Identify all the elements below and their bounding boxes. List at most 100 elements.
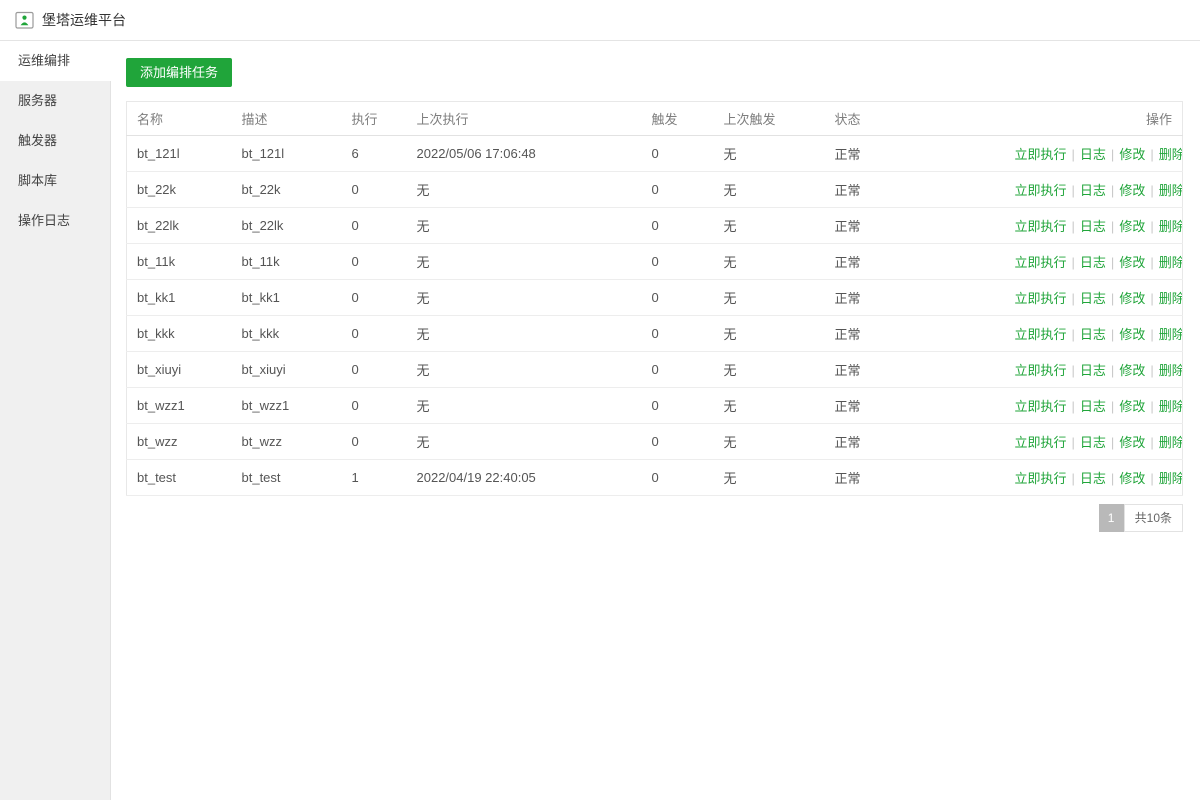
- task-actions-cell: 立即执行 | 日志 | 修改 | 删除: [1004, 243, 1183, 280]
- add-orchestration-task-button[interactable]: 添加编排任务: [126, 58, 233, 87]
- task-table: 名称 描述 执行 上次执行 触发 上次触发 状态 操作 bt_121l bt_1…: [126, 101, 1183, 496]
- task-trigger-count-cell: 0: [641, 315, 714, 352]
- main-content: 添加编排任务 名称 描述 执行 上次执行 触发 上次触发 状态 操作: [111, 41, 1200, 800]
- action-separator: |: [1150, 435, 1154, 450]
- action-log-link[interactable]: 日志: [1079, 255, 1106, 270]
- task-name-cell: bt_test: [126, 459, 232, 496]
- sidebar-item-script-library[interactable]: 脚本库: [0, 161, 110, 201]
- action-log-link[interactable]: 日志: [1079, 327, 1106, 342]
- action-log-link[interactable]: 日志: [1079, 219, 1106, 234]
- task-last-trigger-cell: 无: [713, 171, 825, 208]
- sidebar-item-triggers[interactable]: 触发器: [0, 121, 110, 161]
- action-separator: |: [1071, 219, 1075, 234]
- table-row: bt_121l bt_121l 6 2022/05/06 17:06:48 0 …: [126, 135, 1183, 172]
- sidebar-item-servers[interactable]: 服务器: [0, 81, 110, 121]
- app-title: 堡塔运维平台: [42, 12, 126, 28]
- task-last-trigger-cell: 无: [713, 459, 825, 496]
- task-trigger-count-cell: 0: [641, 243, 714, 280]
- task-status-cell: 正常: [824, 243, 1005, 280]
- action-separator: |: [1150, 291, 1154, 306]
- action-log-link[interactable]: 日志: [1079, 183, 1106, 198]
- task-name-cell: bt_xiuyi: [126, 351, 232, 388]
- action-log-link[interactable]: 日志: [1079, 291, 1106, 306]
- top-bar: 堡塔运维平台: [0, 0, 1200, 41]
- sidebar-item-operation-logs[interactable]: 操作日志: [0, 201, 110, 241]
- sidebar-item-label: 脚本库: [18, 173, 58, 188]
- task-last-exec-cell: 2022/04/19 22:40:05: [406, 459, 642, 496]
- action-delete-link[interactable]: 删除: [1158, 363, 1183, 378]
- action-run-now-link[interactable]: 立即执行: [1014, 471, 1067, 486]
- action-delete-link[interactable]: 删除: [1158, 435, 1183, 450]
- action-separator: |: [1110, 219, 1115, 234]
- action-log-link[interactable]: 日志: [1079, 435, 1106, 450]
- action-log-link[interactable]: 日志: [1079, 363, 1106, 378]
- action-delete-link[interactable]: 删除: [1158, 291, 1183, 306]
- task-description-cell: bt_kkk: [231, 315, 342, 352]
- action-run-now-link[interactable]: 立即执行: [1014, 147, 1067, 162]
- action-edit-link[interactable]: 修改: [1119, 183, 1146, 198]
- task-exec-count-cell: 0: [341, 171, 407, 208]
- task-description-cell: bt_121l: [231, 135, 342, 172]
- action-delete-link[interactable]: 删除: [1158, 255, 1183, 270]
- action-delete-link[interactable]: 删除: [1158, 183, 1183, 198]
- action-edit-link[interactable]: 修改: [1119, 399, 1146, 414]
- action-separator: |: [1110, 471, 1115, 486]
- task-exec-count-cell: 0: [341, 315, 407, 352]
- action-edit-link[interactable]: 修改: [1119, 147, 1146, 162]
- table-row: bt_wzz1 bt_wzz1 0 无 0 无 正常 立即执行 | 日志 | 修改 | 删除: [126, 387, 1183, 424]
- action-edit-link[interactable]: 修改: [1119, 435, 1146, 450]
- action-log-link[interactable]: 日志: [1079, 147, 1106, 162]
- action-edit-link[interactable]: 修改: [1119, 291, 1146, 306]
- table-row: bt_xiuyi bt_xiuyi 0 无 0 无 正常 立即执行 | 日志 | 修改 |…: [126, 351, 1183, 388]
- action-delete-link[interactable]: 删除: [1158, 471, 1183, 486]
- action-separator: |: [1071, 147, 1075, 162]
- task-status-cell: 正常: [824, 207, 1005, 244]
- column-header-exec-count: 执行: [341, 101, 407, 136]
- column-header-status: 状态: [824, 101, 1005, 136]
- action-run-now-link[interactable]: 立即执行: [1014, 327, 1067, 342]
- task-last-exec-cell: 无: [406, 207, 642, 244]
- pagination-page-1[interactable]: 1: [1098, 504, 1124, 532]
- task-status-cell: 正常: [824, 423, 1005, 460]
- task-name-cell: bt_22k: [126, 171, 232, 208]
- task-name-cell: bt_kkk: [126, 315, 232, 352]
- task-actions-cell: 立即执行 | 日志 | 修改 | 删除: [1004, 135, 1183, 172]
- action-edit-link[interactable]: 修改: [1119, 363, 1146, 378]
- task-trigger-count-cell: 0: [641, 171, 714, 208]
- task-exec-count-cell: 0: [341, 243, 407, 280]
- action-run-now-link[interactable]: 立即执行: [1014, 435, 1067, 450]
- task-trigger-count-cell: 0: [641, 207, 714, 244]
- action-run-now-link[interactable]: 立即执行: [1014, 399, 1067, 414]
- task-last-trigger-cell: 无: [713, 351, 825, 388]
- action-separator: |: [1071, 435, 1075, 450]
- action-run-now-link[interactable]: 立即执行: [1014, 363, 1067, 378]
- sidebar-item-ops-orchestration[interactable]: 运维编排: [0, 41, 111, 81]
- table-row: bt_wzz bt_wzz 0 无 0 无 正常 立即执行 | 日志 | 修改 | 删除: [126, 423, 1183, 460]
- action-run-now-link[interactable]: 立即执行: [1014, 183, 1067, 198]
- action-delete-link[interactable]: 删除: [1158, 399, 1183, 414]
- action-delete-link[interactable]: 删除: [1158, 219, 1183, 234]
- action-edit-link[interactable]: 修改: [1119, 327, 1146, 342]
- pagination-total-count: 共10条: [1123, 504, 1183, 532]
- task-description-cell: bt_xiuyi: [231, 351, 342, 388]
- table-row: bt_kkk bt_kkk 0 无 0 无 正常 立即执行 | 日志 | 修改 | 删除: [126, 315, 1183, 352]
- column-header-trigger: 触发: [641, 101, 714, 136]
- action-run-now-link[interactable]: 立即执行: [1014, 219, 1067, 234]
- table-header-row: 名称 描述 执行 上次执行 触发 上次触发 状态 操作: [126, 101, 1183, 136]
- action-log-link[interactable]: 日志: [1079, 399, 1106, 414]
- action-edit-link[interactable]: 修改: [1119, 255, 1146, 270]
- task-last-exec-cell: 无: [406, 351, 642, 388]
- task-trigger-count-cell: 0: [641, 387, 714, 424]
- action-separator: |: [1071, 291, 1075, 306]
- task-description-cell: bt_11k: [231, 243, 342, 280]
- action-run-now-link[interactable]: 立即执行: [1014, 255, 1067, 270]
- action-delete-link[interactable]: 删除: [1158, 327, 1183, 342]
- action-run-now-link[interactable]: 立即执行: [1014, 291, 1067, 306]
- action-delete-link[interactable]: 删除: [1158, 147, 1183, 162]
- action-separator: |: [1071, 183, 1075, 198]
- action-log-link[interactable]: 日志: [1079, 471, 1106, 486]
- task-status-cell: 正常: [824, 171, 1005, 208]
- table-row: bt_22k bt_22k 0 无 0 无 正常 立即执行 | 日志 | 修改 | 删除: [126, 171, 1183, 208]
- action-edit-link[interactable]: 修改: [1119, 219, 1146, 234]
- action-edit-link[interactable]: 修改: [1119, 471, 1146, 486]
